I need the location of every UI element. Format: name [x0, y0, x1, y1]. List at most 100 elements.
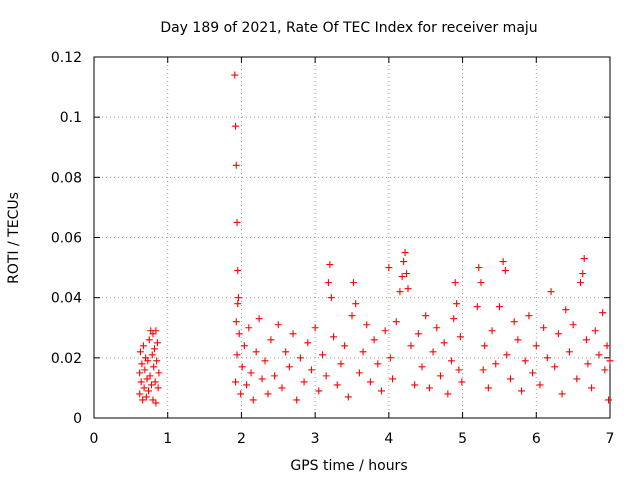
data-point	[234, 300, 242, 308]
data-point	[261, 357, 269, 365]
data-point	[499, 258, 507, 266]
data-point	[501, 267, 509, 275]
data-point	[554, 330, 562, 338]
data-point	[149, 396, 157, 404]
data-point	[473, 303, 481, 311]
data-point	[282, 348, 290, 356]
data-point	[455, 366, 463, 374]
data-point	[374, 360, 382, 368]
x-tick-label: 2	[237, 431, 246, 447]
data-point	[136, 390, 144, 398]
data-point	[591, 327, 599, 335]
axis-ticks	[93, 56, 611, 419]
data-points	[136, 71, 614, 407]
data-point	[322, 372, 330, 380]
x-tick-label: 6	[532, 431, 541, 447]
data-point	[232, 161, 240, 169]
data-point	[141, 366, 149, 374]
data-point	[285, 363, 293, 371]
x-tick-label: 3	[311, 431, 320, 447]
data-point	[475, 264, 483, 272]
data-point	[307, 366, 315, 374]
data-point	[319, 351, 327, 359]
data-point	[243, 381, 251, 389]
data-point	[603, 342, 611, 350]
data-point	[155, 369, 163, 377]
data-point	[514, 336, 522, 344]
data-point	[304, 339, 312, 347]
data-point	[521, 357, 529, 365]
data-point	[139, 396, 147, 404]
data-point	[231, 71, 239, 79]
data-point	[400, 258, 408, 266]
data-point	[344, 393, 352, 401]
data-point	[274, 321, 282, 329]
data-point	[601, 366, 609, 374]
data-point	[404, 285, 412, 293]
data-point	[300, 378, 308, 386]
y-tick-label: 0.12	[51, 50, 82, 66]
data-point	[240, 342, 248, 350]
data-point	[418, 363, 426, 371]
data-point	[370, 336, 378, 344]
data-point	[429, 348, 437, 356]
data-point	[146, 372, 154, 380]
data-point	[458, 378, 466, 386]
data-point	[588, 384, 596, 392]
data-point	[547, 288, 555, 296]
data-point	[264, 390, 272, 398]
data-point	[327, 294, 335, 302]
data-point	[414, 330, 422, 338]
data-point	[510, 318, 518, 326]
data-point	[143, 375, 151, 383]
data-point	[234, 267, 242, 275]
x-tick-label: 5	[458, 431, 467, 447]
data-point	[565, 348, 573, 356]
data-point	[359, 348, 367, 356]
y-tick-label: 0	[73, 411, 82, 427]
grid-lines	[94, 57, 610, 418]
data-point	[381, 327, 389, 335]
data-point	[249, 396, 257, 404]
data-point	[492, 360, 500, 368]
data-point	[450, 315, 458, 323]
y-tick-label: 0.08	[51, 170, 82, 186]
data-point	[140, 384, 148, 392]
y-tick-label: 0.04	[51, 291, 82, 307]
data-point	[238, 363, 246, 371]
data-point	[444, 390, 452, 398]
data-point	[425, 384, 433, 392]
data-point	[144, 357, 152, 365]
data-point	[293, 396, 301, 404]
data-point	[341, 342, 349, 350]
data-point	[232, 318, 240, 326]
data-point	[525, 312, 533, 320]
data-point	[152, 327, 160, 335]
data-point	[147, 381, 155, 389]
data-point	[595, 351, 603, 359]
data-point	[488, 327, 496, 335]
data-point	[337, 360, 345, 368]
data-point	[481, 342, 489, 350]
data-point	[436, 372, 444, 380]
data-point	[149, 330, 157, 338]
data-point	[232, 122, 240, 130]
data-point	[237, 390, 245, 398]
data-point	[536, 381, 544, 389]
data-point	[518, 387, 526, 395]
data-point	[377, 387, 385, 395]
data-point	[477, 279, 485, 287]
x-tick-label: 4	[384, 431, 393, 447]
data-point	[311, 324, 319, 332]
data-point	[234, 294, 242, 302]
y-tick-labels: 0 0.02 0.04 0.06 0.08 0.1 0.12	[51, 50, 82, 427]
data-point	[577, 279, 585, 287]
data-point	[278, 384, 286, 392]
data-point	[398, 273, 406, 281]
data-point	[235, 330, 243, 338]
data-point	[150, 345, 158, 353]
chart-title: Day 189 of 2021, Rate Of TEC Index for r…	[160, 20, 537, 36]
data-point	[349, 279, 357, 287]
